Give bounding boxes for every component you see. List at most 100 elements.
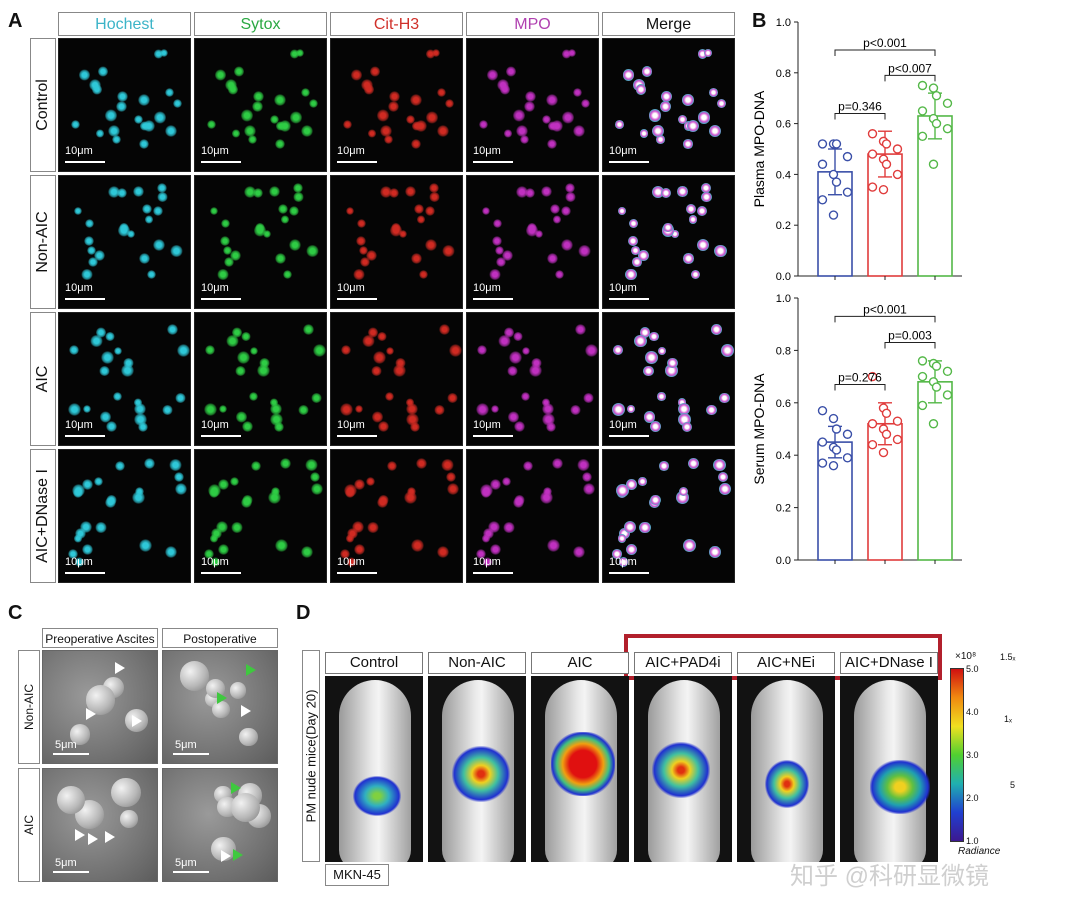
cell-dot xyxy=(523,461,533,471)
bioluminescence-signal xyxy=(652,742,710,798)
cell-dot xyxy=(656,135,665,144)
cell-dot xyxy=(385,392,394,401)
cell-dot xyxy=(70,119,80,129)
data-point xyxy=(917,80,928,91)
cell-dot xyxy=(359,245,369,255)
colorbar-tick-label: 4.0 xyxy=(966,707,979,717)
data-point xyxy=(931,361,942,371)
cell-dot xyxy=(697,49,708,59)
scale-bar xyxy=(201,161,241,163)
cell-dot xyxy=(437,124,450,137)
cell-dot xyxy=(352,520,365,533)
cell-dot xyxy=(220,218,230,228)
cell-dot xyxy=(224,257,234,267)
data-point xyxy=(881,408,892,418)
cell-dot xyxy=(139,139,149,149)
cell-dot xyxy=(713,458,727,472)
arrow-marker xyxy=(74,828,85,841)
micrograph-3-4: 10μm xyxy=(602,449,735,583)
cell-dot xyxy=(153,111,166,124)
cell-dot xyxy=(688,458,700,470)
cell-dot xyxy=(162,405,173,416)
cell-dot xyxy=(697,111,710,124)
data-point xyxy=(828,210,839,220)
cell-dot xyxy=(142,119,156,133)
cell-dot xyxy=(156,182,168,194)
cell-dot xyxy=(280,458,292,470)
scale-bar xyxy=(201,298,241,300)
cell-dot xyxy=(442,244,455,257)
cell-dot xyxy=(388,188,399,199)
cell-dot xyxy=(686,119,700,133)
cell-dot xyxy=(405,403,418,416)
scale-label: 10μm xyxy=(609,145,637,157)
arrow-marker xyxy=(104,830,115,843)
bioluminescence-signal xyxy=(551,732,615,796)
micrograph-1-2: 10μm xyxy=(330,175,463,309)
scale-label: 10μm xyxy=(65,419,93,431)
cell-dot xyxy=(414,119,428,133)
micrograph-0-0: 10μm xyxy=(58,38,191,172)
row-header-1: Non-AIC xyxy=(30,175,56,309)
mouse-image-1 xyxy=(428,676,526,862)
data-point xyxy=(928,419,939,429)
cell-dot xyxy=(99,365,110,377)
cell-dot xyxy=(616,484,629,498)
y-tick-label: 0.2 xyxy=(776,503,791,515)
scale-label: 10μm xyxy=(609,282,637,294)
data-point xyxy=(867,440,878,450)
cell-dot xyxy=(391,222,402,233)
cell-dot xyxy=(416,215,426,224)
cell-dot xyxy=(503,327,515,338)
cell-dot xyxy=(522,346,531,356)
cell-dot xyxy=(709,124,722,137)
cell-dot xyxy=(573,546,585,558)
cell-dot xyxy=(339,402,353,416)
cell-dot xyxy=(631,245,641,255)
cell-dot xyxy=(255,222,266,233)
data-point xyxy=(828,413,839,424)
cell-dot xyxy=(552,458,564,470)
cell-dot xyxy=(434,405,445,416)
cell-dot xyxy=(230,477,239,486)
cell-dot xyxy=(173,471,184,482)
cell-dot xyxy=(231,327,243,338)
cell-dot xyxy=(311,392,322,404)
cell-dot xyxy=(340,345,351,356)
cell-dot xyxy=(476,345,487,356)
watermark: 知乎 @科研显微镜 xyxy=(790,863,990,890)
cell-dot xyxy=(218,405,227,414)
cell-dot xyxy=(244,124,257,137)
data-point xyxy=(917,400,928,411)
cell-dot xyxy=(575,323,586,335)
cell-dot xyxy=(165,87,174,97)
cell-dot xyxy=(622,68,635,81)
cell-dot xyxy=(478,119,488,129)
panel-letter-c: C xyxy=(8,602,23,624)
cell-dot xyxy=(525,91,537,103)
cell-dot xyxy=(555,269,565,279)
cell-dot xyxy=(352,268,365,281)
scale-bar xyxy=(473,572,513,574)
cell-dot xyxy=(643,411,656,423)
cell-dot xyxy=(362,334,375,347)
data-point xyxy=(842,429,853,439)
cell-dot xyxy=(677,114,688,125)
data-point xyxy=(892,144,903,154)
cell-dot xyxy=(490,405,499,414)
column-header-0: Hochest xyxy=(58,12,191,36)
cell-dot xyxy=(475,402,489,416)
cell-dot xyxy=(80,520,93,533)
cell-dot xyxy=(165,124,178,137)
cell-dot xyxy=(365,250,377,262)
cell-dot xyxy=(409,94,422,106)
cell-dot xyxy=(428,182,440,194)
scale-bar xyxy=(201,572,241,574)
cell-dot xyxy=(580,98,591,109)
cell-dot xyxy=(628,218,638,228)
scale-label: 10μm xyxy=(473,556,501,568)
cell-dot xyxy=(437,87,446,97)
data-point xyxy=(867,129,878,139)
cell-dot xyxy=(480,484,493,498)
cell-dot xyxy=(133,398,143,408)
